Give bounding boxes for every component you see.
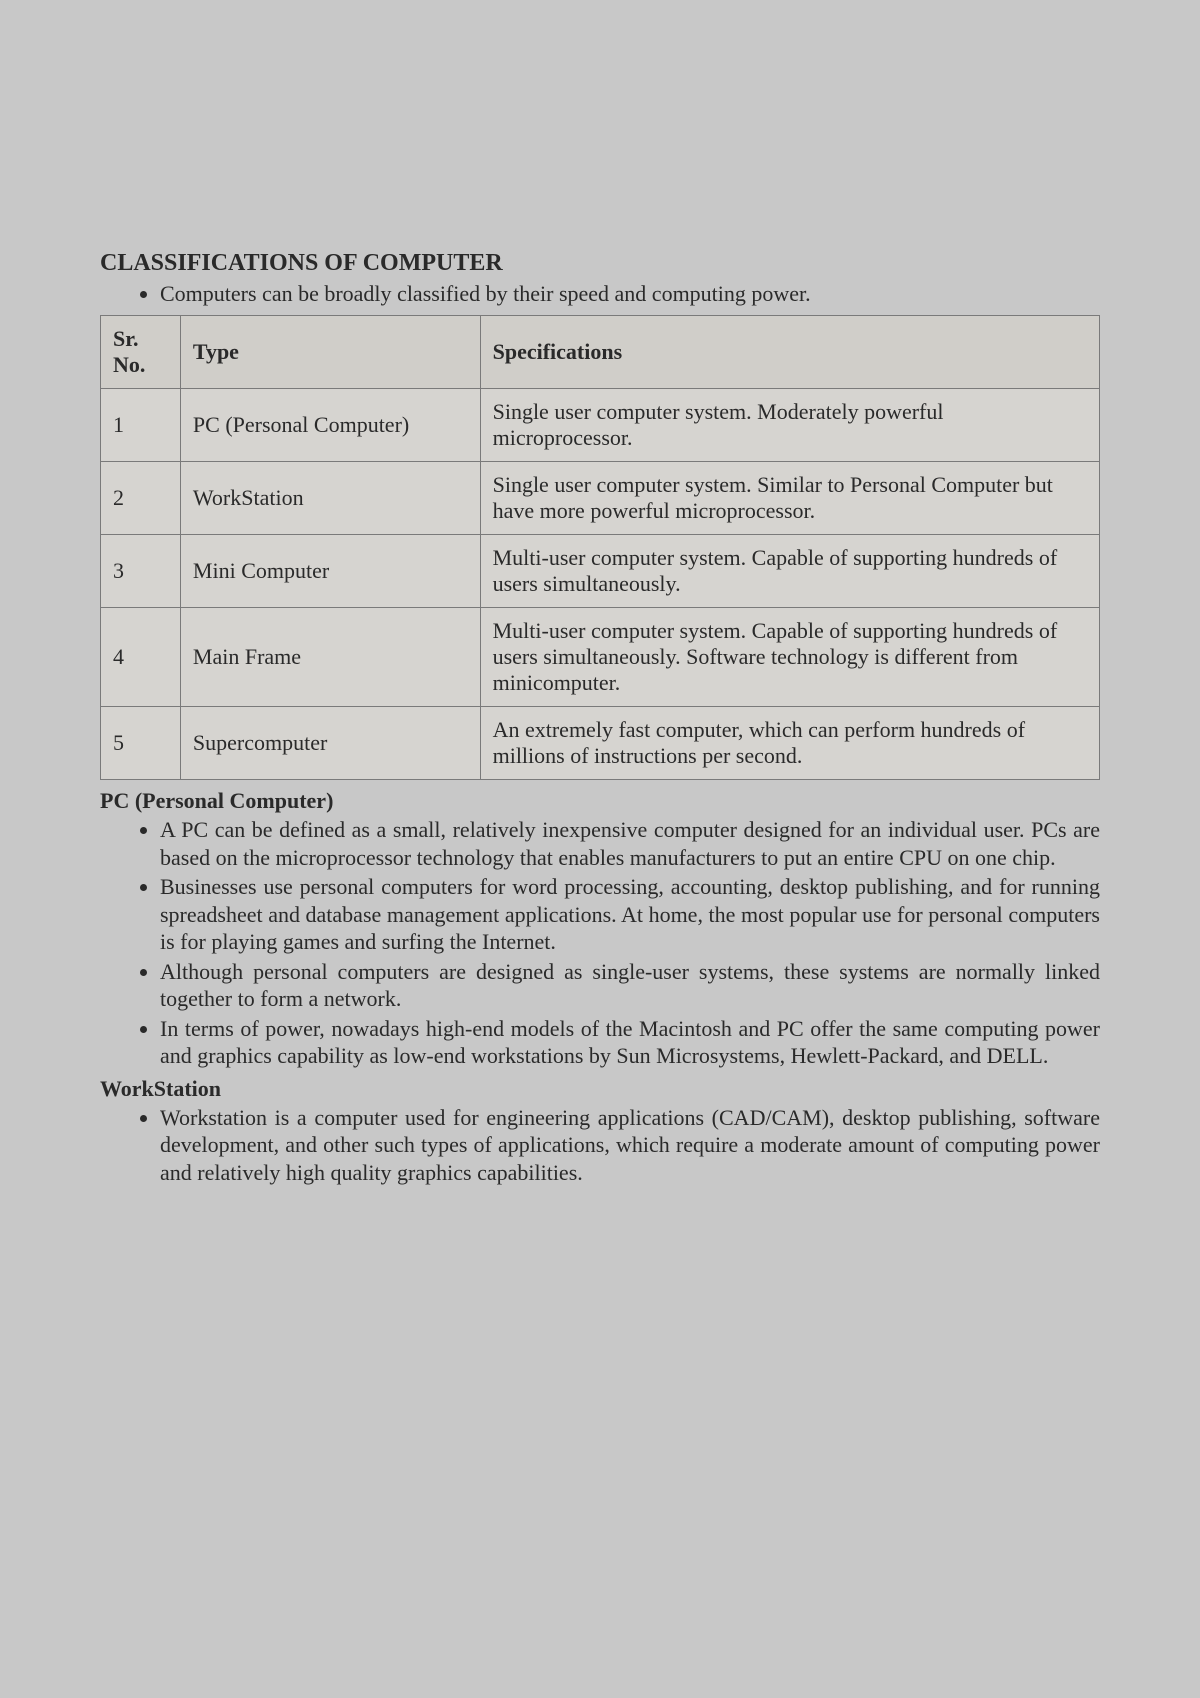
- bullet-item: Although personal computers are designed…: [160, 958, 1100, 1013]
- section-bullets: A PC can be defined as a small, relative…: [160, 816, 1100, 1070]
- cell-type: WorkStation: [180, 462, 480, 535]
- cell-type: Supercomputer: [180, 707, 480, 780]
- cell-spec: Single user computer system. Similar to …: [480, 462, 1099, 535]
- bullet-item: Workstation is a computer used for engin…: [160, 1104, 1100, 1187]
- cell-sr: 2: [101, 462, 181, 535]
- section-title: WorkStation: [100, 1076, 1100, 1102]
- cell-sr: 3: [101, 535, 181, 608]
- bullet-item: In terms of power, nowadays high-end mod…: [160, 1015, 1100, 1070]
- intro-list: Computers can be broadly classified by t…: [140, 281, 1100, 307]
- section-title: PC (Personal Computer): [100, 788, 1100, 814]
- cell-spec: Multi-user computer system. Capable of s…: [480, 535, 1099, 608]
- intro-text: Computers can be broadly classified by t…: [160, 281, 1100, 307]
- classification-table: Sr. No. Type Specifications 1 PC (Person…: [100, 315, 1100, 780]
- table-row: 3 Mini Computer Multi-user computer syst…: [101, 535, 1100, 608]
- table-row: 2 WorkStation Single user computer syste…: [101, 462, 1100, 535]
- table-row: 1 PC (Personal Computer) Single user com…: [101, 389, 1100, 462]
- cell-sr: 4: [101, 608, 181, 707]
- cell-type: PC (Personal Computer): [180, 389, 480, 462]
- section-bullets: Workstation is a computer used for engin…: [160, 1104, 1100, 1187]
- header-spec: Specifications: [480, 316, 1099, 389]
- table-row: 5 Supercomputer An extremely fast comput…: [101, 707, 1100, 780]
- cell-sr: 5: [101, 707, 181, 780]
- cell-spec: An extremely fast computer, which can pe…: [480, 707, 1099, 780]
- page-title: CLASSIFICATIONS OF COMPUTER: [100, 250, 1100, 277]
- table-header-row: Sr. No. Type Specifications: [101, 316, 1100, 389]
- cell-sr: 1: [101, 389, 181, 462]
- table-body: 1 PC (Personal Computer) Single user com…: [101, 389, 1100, 780]
- bullet-item: Businesses use personal computers for wo…: [160, 873, 1100, 956]
- header-sr: Sr. No.: [101, 316, 181, 389]
- document-page: CLASSIFICATIONS OF COMPUTER Computers ca…: [100, 250, 1100, 1188]
- cell-spec: Single user computer system. Moderately …: [480, 389, 1099, 462]
- cell-spec: Multi-user computer system. Capable of s…: [480, 608, 1099, 707]
- bullet-item: A PC can be defined as a small, relative…: [160, 816, 1100, 871]
- cell-type: Main Frame: [180, 608, 480, 707]
- table-row: 4 Main Frame Multi-user computer system.…: [101, 608, 1100, 707]
- header-type: Type: [180, 316, 480, 389]
- cell-type: Mini Computer: [180, 535, 480, 608]
